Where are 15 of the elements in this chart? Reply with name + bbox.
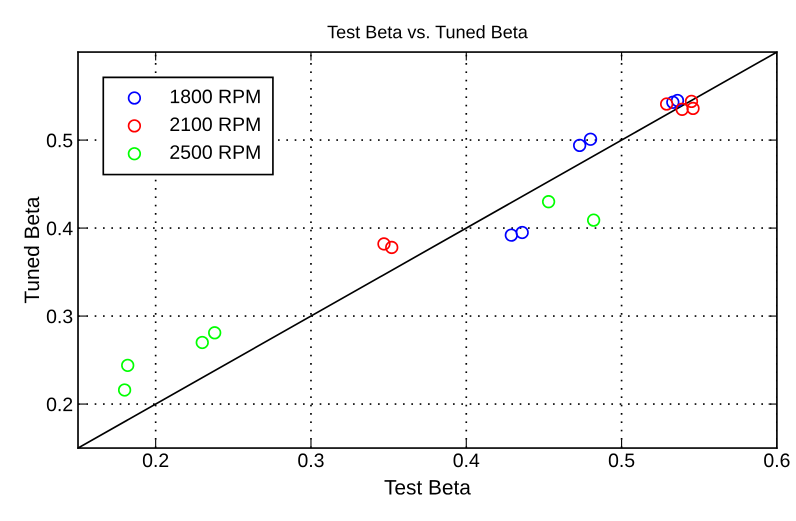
x-tick-label: 0.5 (608, 453, 634, 468)
y-tick-label: 0.2 (46, 398, 72, 412)
legend-label: 1800 RPM (170, 90, 260, 104)
x-tick-label: 0.4 (454, 453, 480, 468)
y-tick-label: 0.5 (46, 134, 72, 148)
chart-title: Test Beta vs. Tuned Beta (328, 25, 528, 38)
x-tick-label: 0.3 (298, 453, 324, 468)
y-axis-title: Tuned Beta (24, 196, 40, 304)
x-axis-title: Test Beta (384, 480, 471, 495)
x-tick-label: 0.2 (142, 453, 168, 468)
x-tick-label: 0.6 (764, 453, 790, 468)
y-tick-label: 0.3 (46, 310, 72, 324)
legend-label: 2500 RPM (170, 145, 260, 160)
legend-label: 2100 RPM (170, 117, 260, 132)
y-tick-label: 0.4 (46, 222, 73, 236)
